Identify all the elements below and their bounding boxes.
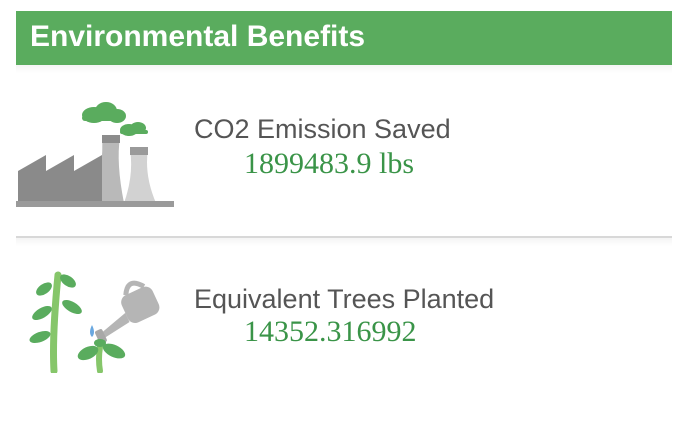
row-divider [16,236,672,238]
factory-icon [16,102,174,207]
header-shadow [16,65,672,73]
metric-value-trees: 14352.316992 [244,315,417,348]
metric-label-trees: Equivalent Trees Planted [194,284,495,314]
metric-label-co2: CO2 Emission Saved [194,114,451,144]
environmental-benefits-panel: Environmental Benefits CO2 Emission Save… [16,11,672,411]
panel-header: Environmental Benefits [16,11,672,65]
tree-watering-icon [29,271,160,373]
metric-value-co2: 1899483.9 lbs [244,147,415,180]
panel-title: Environmental Benefits [30,20,366,53]
row-shadow [16,238,672,246]
